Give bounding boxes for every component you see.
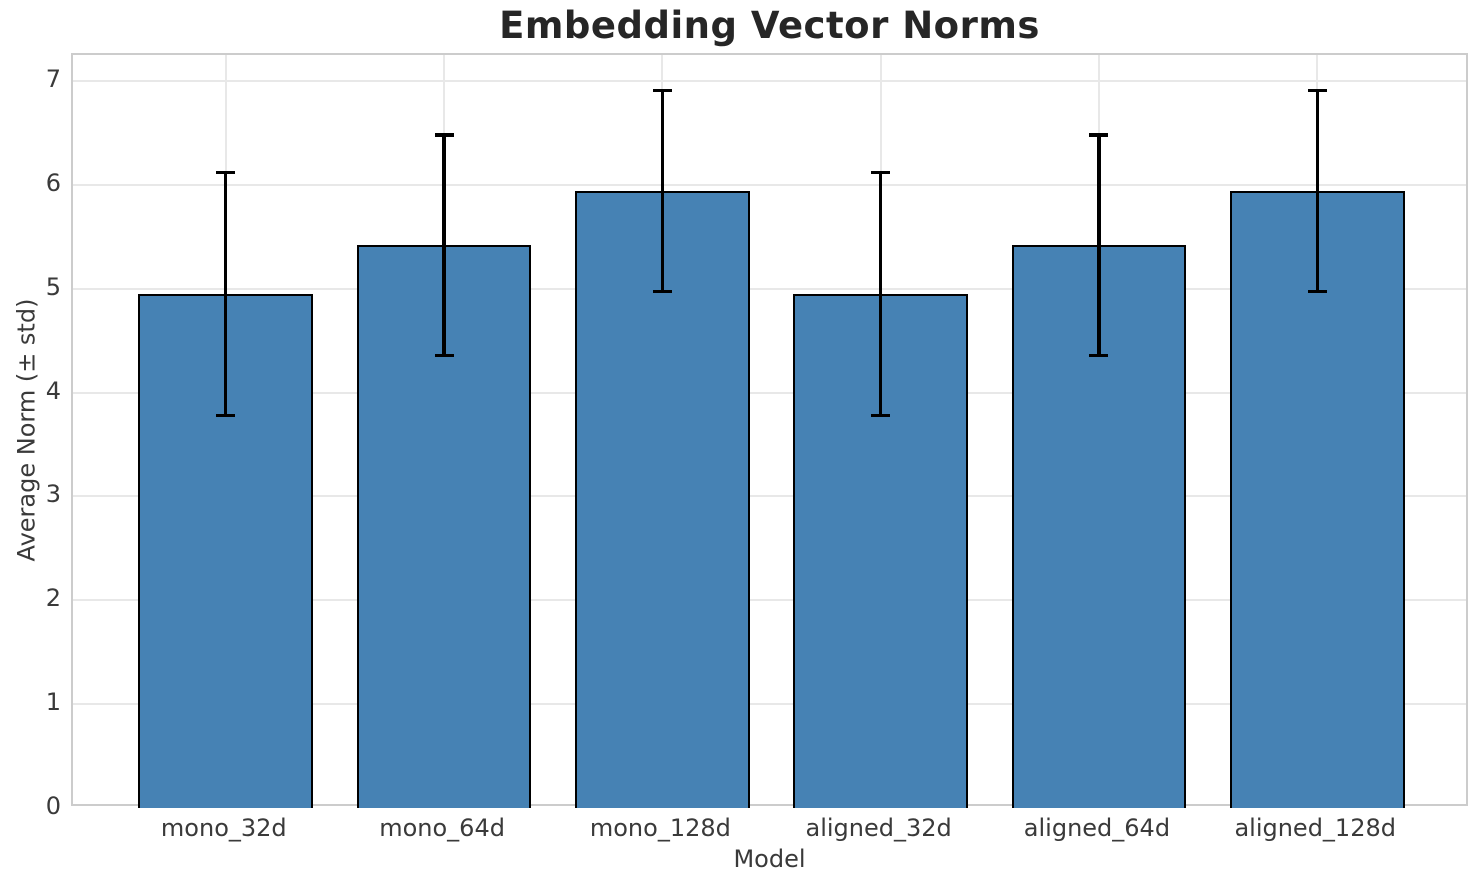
y-tick-label: 1: [45, 688, 61, 717]
error-bar-cap-bottom: [216, 413, 236, 417]
error-bar-cap-top: [216, 170, 236, 174]
y-axis-label-text: Average Norm (± std): [12, 298, 41, 561]
error-bar-cap-bottom: [1089, 353, 1109, 357]
x-tick-label: aligned_128d: [1234, 814, 1396, 842]
error-bar-cap-bottom: [652, 290, 672, 294]
error-bar-line: [442, 134, 446, 356]
x-tick-label: aligned_64d: [1023, 814, 1171, 842]
chart-title: Embedding Vector Norms: [499, 4, 1040, 47]
x-tick-label: mono_64d: [379, 814, 505, 842]
error-bar-cap-top: [871, 170, 891, 174]
y-tick-label: 3: [45, 480, 61, 509]
x-axis-label: Model: [733, 845, 806, 873]
error-bar-cap-bottom: [871, 413, 891, 417]
error-bar-line: [1315, 90, 1319, 292]
error-bar-cap-top: [434, 133, 454, 137]
y-tick-label: 5: [45, 272, 61, 301]
y-tick-label: 6: [45, 168, 61, 197]
error-bar-line: [660, 90, 664, 292]
bar: [1229, 191, 1405, 808]
error-bar-line: [879, 172, 883, 416]
error-bar-cap-bottom: [1307, 290, 1327, 294]
error-bar-line: [1097, 134, 1101, 356]
error-bar-line: [224, 172, 228, 416]
plot-area: [71, 53, 1468, 808]
error-bar-cap-top: [1089, 133, 1109, 137]
h-gridline: [73, 79, 1466, 82]
y-tick-label: 2: [45, 584, 61, 613]
y-tick-label: 4: [45, 376, 61, 405]
y-tick-label: 7: [45, 64, 61, 93]
error-bar-cap-top: [1307, 88, 1327, 92]
error-bar-cap-top: [652, 88, 672, 92]
x-tick-label: mono_32d: [160, 814, 287, 842]
y-tick-label: 0: [45, 792, 61, 820]
x-tick-label: mono_128d: [589, 814, 731, 842]
h-gridline: [73, 183, 1466, 186]
bar: [575, 191, 750, 808]
error-bar-cap-bottom: [434, 353, 454, 357]
x-tick-label: aligned_32d: [805, 814, 952, 842]
